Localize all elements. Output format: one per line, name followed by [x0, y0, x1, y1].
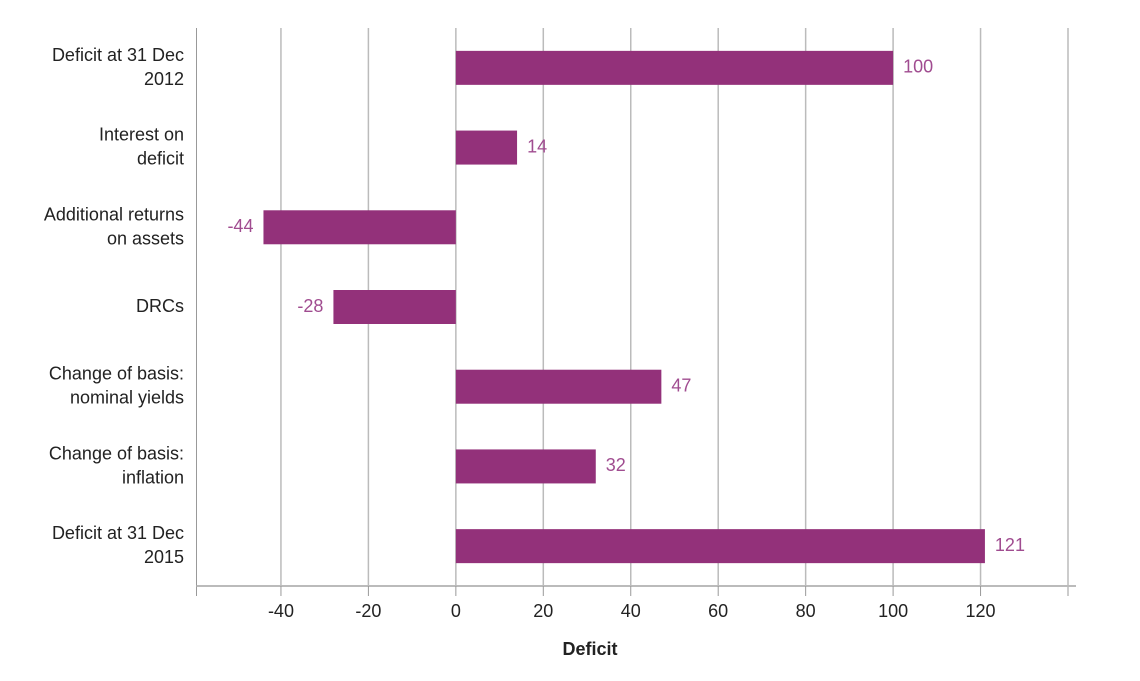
value-label: 47	[671, 375, 691, 395]
x-tick-label: 120	[966, 601, 996, 621]
x-axis-label: Deficit	[562, 639, 617, 659]
y-tick-label: Deficit at 31 Dec 2015	[52, 523, 184, 567]
y-tick-label: Change of basis: inflation	[49, 443, 184, 487]
x-tick-label: 20	[533, 601, 553, 621]
bar	[455, 130, 518, 165]
value-label: -28	[297, 296, 323, 316]
y-tick-label: Change of basis: nominal yields	[49, 363, 184, 407]
bar	[455, 449, 596, 484]
x-tick-label: -40	[268, 601, 294, 621]
value-label: -44	[227, 216, 253, 236]
y-tick-label: Deficit at 31 Dec 2012	[52, 45, 184, 89]
bar	[455, 50, 894, 85]
x-tick-label: 0	[451, 601, 461, 621]
x-tick-label: -20	[355, 601, 381, 621]
value-label: 100	[903, 57, 933, 77]
value-label: 32	[606, 455, 626, 475]
bar	[455, 369, 662, 404]
value-label: 14	[527, 136, 547, 156]
x-tick-label: 60	[708, 601, 728, 621]
value-label: 121	[995, 535, 1025, 555]
y-tick-label: DRCs	[136, 296, 184, 316]
x-tick-label: 40	[621, 601, 641, 621]
bar	[333, 290, 456, 324]
bar	[455, 529, 985, 564]
bar	[263, 210, 456, 245]
y-tick-label: Interest on deficit	[99, 124, 184, 168]
x-tick-label: 100	[878, 601, 908, 621]
x-tick-label: 80	[796, 601, 816, 621]
y-tick-label: Additional returns on assets	[44, 204, 184, 248]
